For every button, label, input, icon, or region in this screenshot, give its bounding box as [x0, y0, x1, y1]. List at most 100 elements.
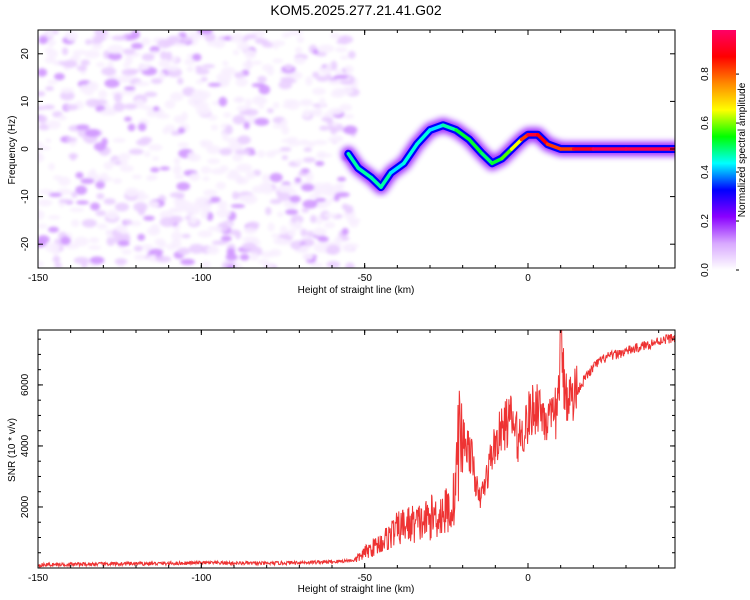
- noise-blob: [89, 256, 105, 265]
- noise-blob: [266, 264, 274, 268]
- noise-blob: [184, 215, 191, 220]
- noise-blob: [317, 236, 329, 243]
- noise-blob: [261, 173, 271, 183]
- noise-blob: [38, 36, 48, 45]
- noise-blob: [337, 88, 354, 95]
- noise-blob: [210, 124, 219, 131]
- noise-blob: [169, 215, 184, 224]
- spectrogram-ytick-label: 10: [20, 95, 31, 107]
- noise-blob: [197, 230, 213, 238]
- noise-blob: [158, 71, 166, 81]
- noise-blob: [124, 187, 139, 197]
- noise-blob: [334, 236, 343, 244]
- noise-blob: [38, 223, 48, 229]
- noise-blob: [141, 244, 154, 249]
- noise-blob: [195, 197, 212, 202]
- noise-blob: [341, 203, 349, 210]
- noise-blob: [95, 180, 106, 190]
- noise-blob: [150, 223, 160, 234]
- noise-blob: [271, 233, 280, 238]
- noise-blob: [312, 71, 320, 79]
- noise-blob: [269, 172, 283, 183]
- noise-blob: [180, 258, 195, 266]
- noise-blob: [44, 47, 54, 53]
- noise-blob: [295, 46, 303, 55]
- noise-blob: [192, 53, 202, 62]
- noise-blob: [48, 162, 55, 171]
- noise-blob: [344, 65, 354, 74]
- noise-blob: [294, 158, 303, 165]
- noise-blob: [334, 69, 344, 75]
- noise-blob: [326, 244, 341, 255]
- noise-blob: [164, 65, 180, 71]
- snr-panel: -150 -100 -50 0 2000 4000 6000 Height of strai…: [7, 329, 676, 595]
- noise-blob: [86, 82, 96, 90]
- noise-blob: [335, 46, 348, 53]
- noise-blob: [149, 46, 160, 53]
- noise-blob: [47, 79, 58, 85]
- signal-track-segment: [545, 142, 563, 151]
- noise-blob: [143, 215, 155, 221]
- noise-blob: [134, 81, 150, 87]
- noise-blob: [187, 151, 197, 161]
- noise-blob: [112, 137, 126, 143]
- spectrogram-ytick-label: 20: [20, 48, 31, 60]
- colorbar-tick-label: 0.4: [700, 165, 711, 179]
- noise-blob: [159, 166, 171, 171]
- noise-blob: [181, 111, 188, 122]
- snr-xtick-label: -50: [357, 573, 372, 584]
- noise-blob: [195, 68, 210, 75]
- noise-blob: [136, 195, 145, 202]
- noise-blob: [285, 209, 299, 216]
- spectrogram-ytick-label: -10: [20, 189, 31, 204]
- noise-blob: [177, 127, 186, 134]
- snr-ticks: -150 -100 -50 0 2000 4000 6000: [20, 330, 675, 584]
- spectrogram-signal-track: [341, 118, 675, 195]
- noise-blob: [102, 177, 113, 182]
- signal-track-segment: [500, 147, 514, 161]
- spectrogram-ytick-label: 0: [20, 146, 31, 152]
- noise-blob: [95, 210, 107, 217]
- noise-blob: [336, 39, 348, 45]
- noise-blob: [299, 244, 309, 254]
- noise-blob: [38, 209, 45, 220]
- noise-blob: [279, 146, 292, 152]
- noise-blob: [114, 160, 122, 165]
- noise-blob: [76, 200, 89, 205]
- noise-blob: [326, 260, 341, 268]
- noise-blob: [281, 155, 289, 161]
- noise-blob: [225, 124, 233, 135]
- noise-blob: [200, 76, 208, 82]
- noise-blob: [225, 253, 238, 261]
- noise-blob: [284, 64, 293, 71]
- noise-blob: [89, 237, 100, 244]
- noise-blob: [69, 207, 85, 213]
- noise-blob: [217, 200, 228, 210]
- noise-blob: [79, 84, 88, 93]
- noise-blob: [303, 157, 316, 163]
- noise-blob: [222, 60, 229, 67]
- noise-blob: [80, 59, 90, 66]
- noise-blob: [272, 102, 280, 109]
- noise-blob: [80, 178, 95, 184]
- noise-blob: [46, 40, 57, 45]
- spectrogram-xtick-label: 0: [525, 273, 531, 284]
- noise-blob: [137, 122, 147, 132]
- noise-blob: [249, 252, 259, 261]
- signal-track-segment: [369, 175, 383, 189]
- noise-blob: [112, 178, 123, 184]
- noise-blob: [316, 203, 328, 209]
- noise-blob: [44, 56, 56, 64]
- noise-blob: [223, 112, 232, 118]
- noise-blob: [235, 77, 248, 87]
- noise-blob: [38, 68, 48, 77]
- noise-blob: [126, 68, 140, 74]
- noise-blob: [46, 120, 61, 130]
- noise-blob: [48, 226, 59, 233]
- noise-blob: [317, 153, 333, 158]
- noise-blob: [333, 74, 349, 79]
- noise-blob: [44, 242, 60, 253]
- noise-blob: [345, 262, 355, 268]
- signal-track-segment: [454, 128, 471, 142]
- noise-blob: [199, 139, 208, 147]
